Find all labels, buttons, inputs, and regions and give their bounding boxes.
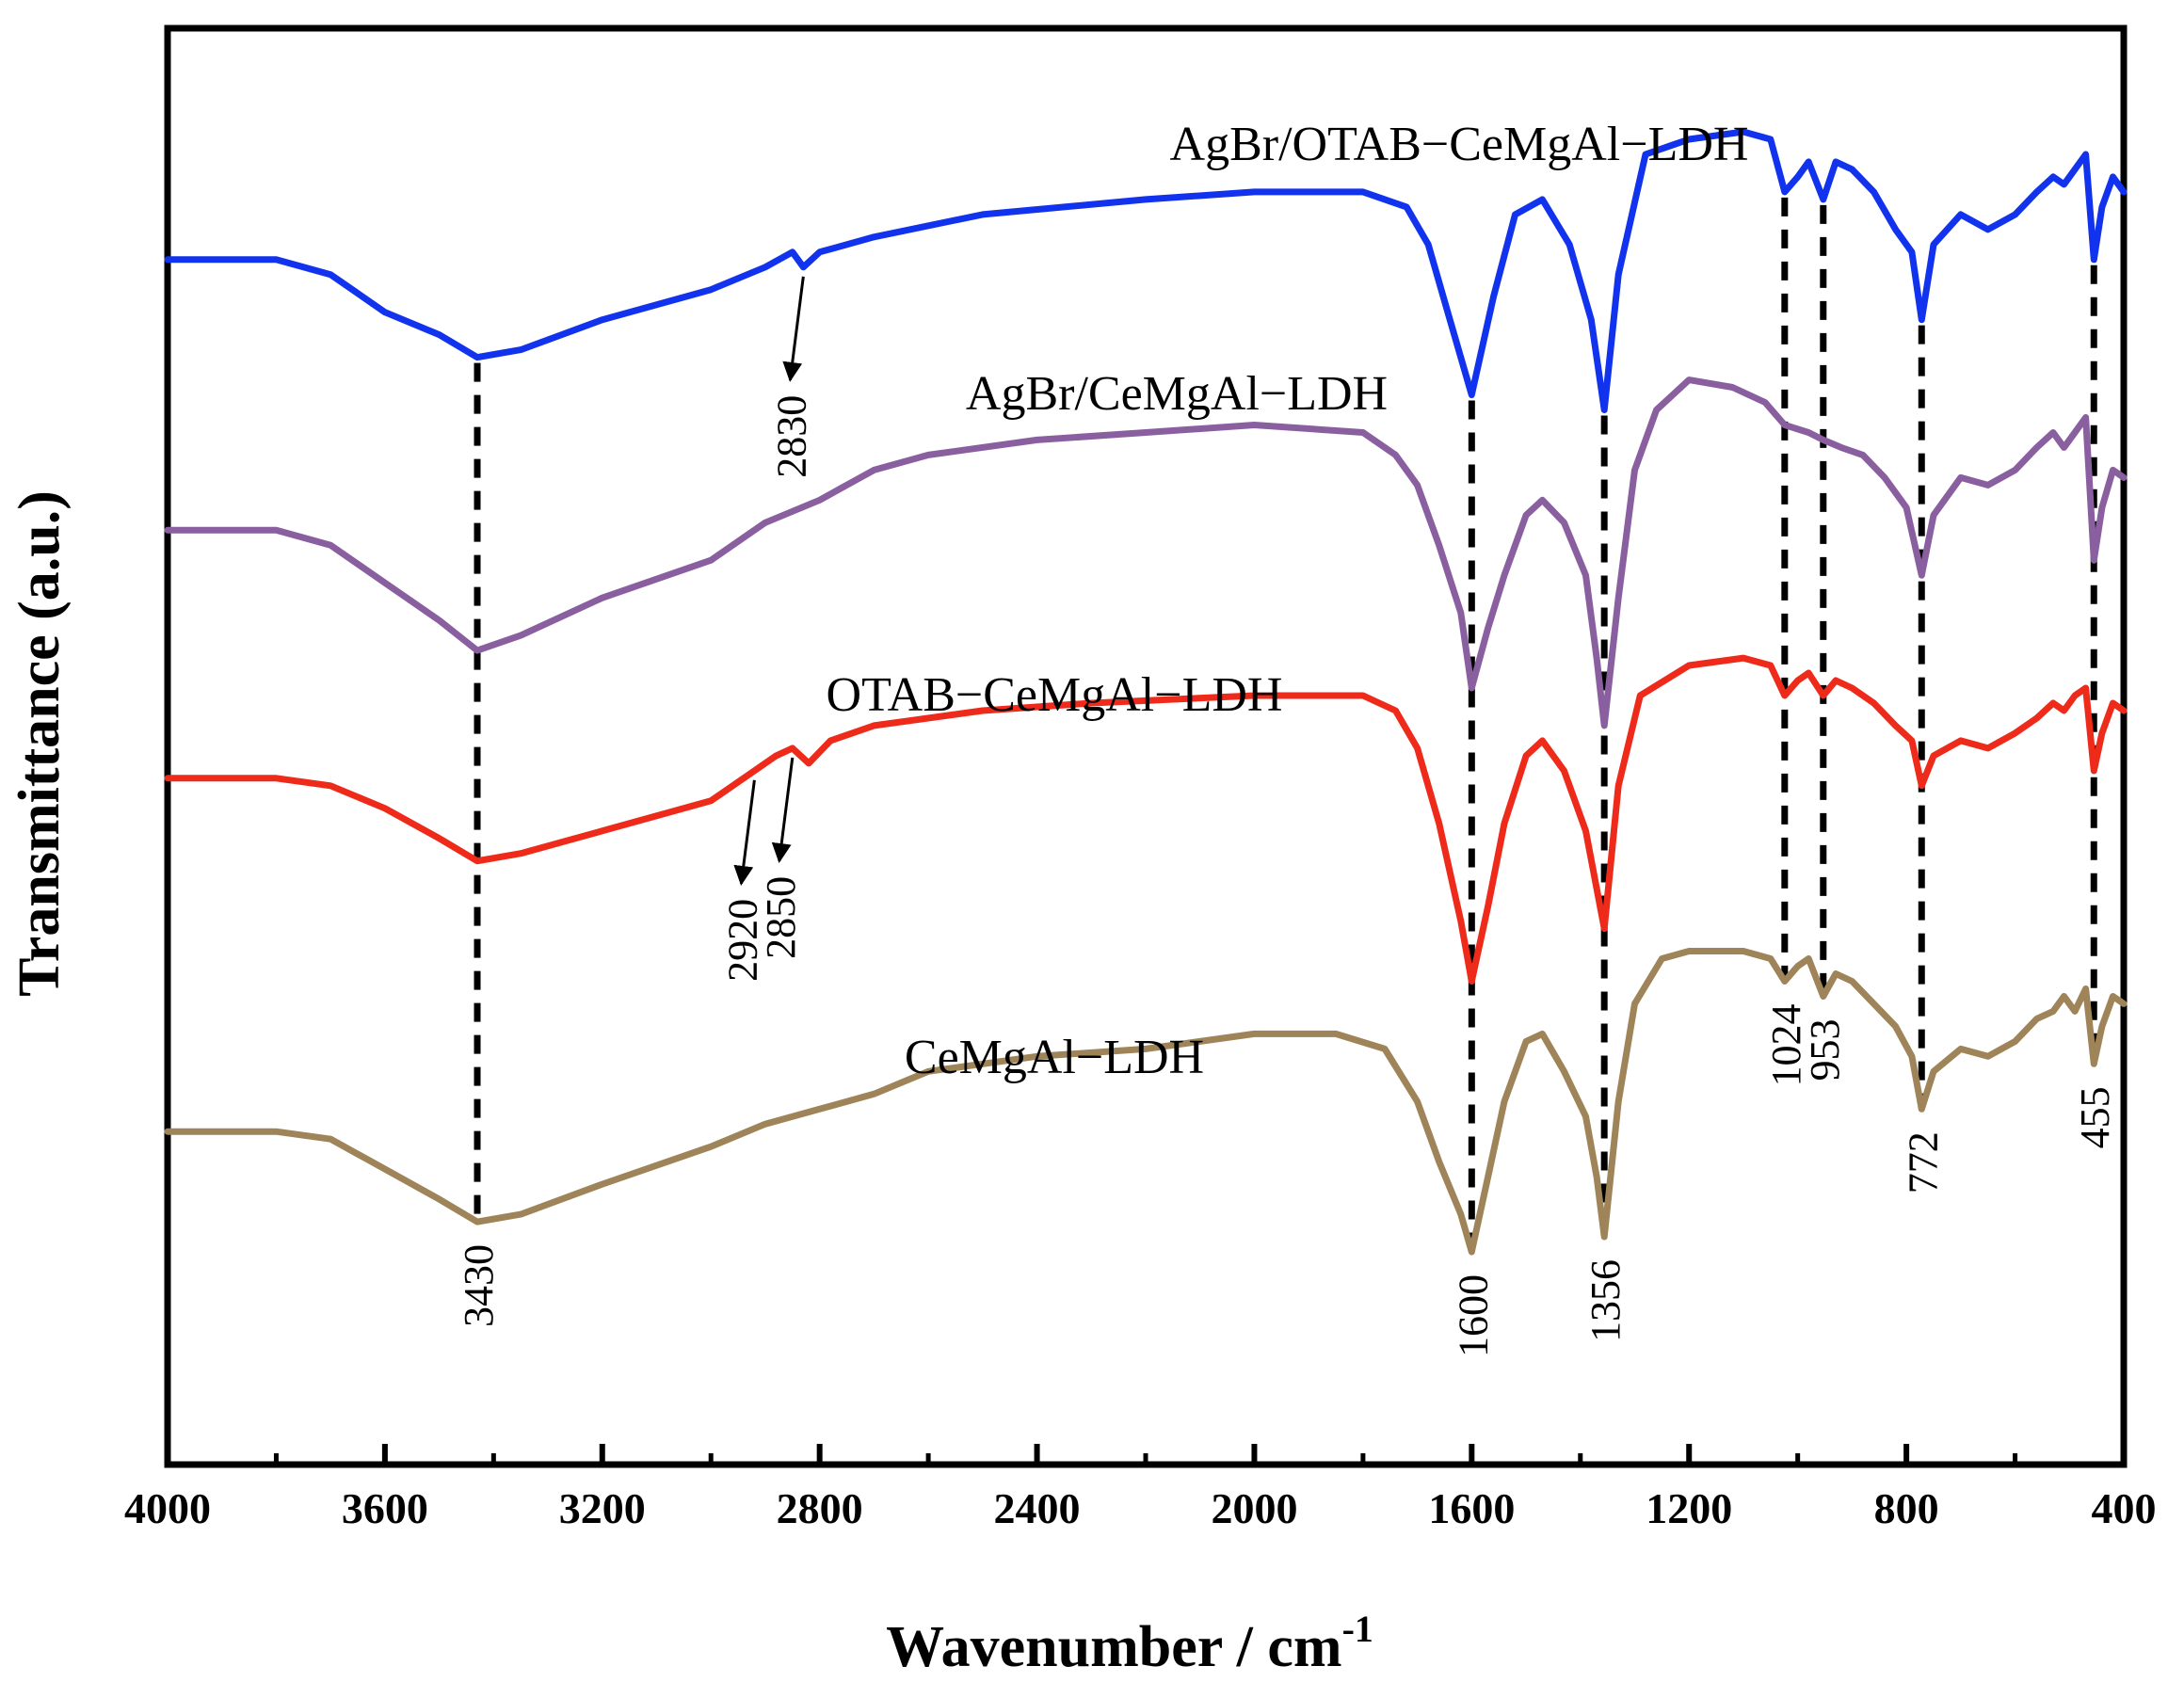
x-tick-label-1: 3600 xyxy=(342,1484,428,1532)
x-tick-label-5: 2000 xyxy=(1211,1484,1297,1532)
x-tick-label-0: 4000 xyxy=(124,1484,211,1532)
peak-label-4: 953 xyxy=(1802,1018,1848,1081)
x-tick-label-6: 1600 xyxy=(1428,1484,1515,1532)
annotation-arrow-0 xyxy=(782,276,805,382)
peak-label-3: 1024 xyxy=(1763,1003,1809,1086)
series-group xyxy=(164,128,2128,1256)
peak-label-5: 772 xyxy=(1900,1131,1946,1193)
x-tick-label-7: 1200 xyxy=(1646,1484,1732,1532)
series-line-1 xyxy=(164,376,2128,729)
x-tick-label-9: 400 xyxy=(2092,1484,2157,1532)
y-axis-title: Transmittance (a.u.) xyxy=(8,490,72,997)
x-tick-label-2: 3200 xyxy=(559,1484,646,1532)
annotation-label-2: 2850 xyxy=(758,876,804,959)
series-line-2 xyxy=(164,654,2128,985)
series-label-0: AgBr/OTAB−CeMgAl−LDH xyxy=(1170,118,1749,171)
peak-label-6: 455 xyxy=(2072,1086,2118,1148)
x-tick-label-4: 2400 xyxy=(994,1484,1081,1532)
x-tick-label-8: 800 xyxy=(1874,1484,1939,1532)
annotation-arrow-2 xyxy=(771,757,795,863)
series-line-3 xyxy=(164,948,2128,1256)
x-axis-title-main: Wavenumber / cm xyxy=(886,1615,1342,1679)
peak-lines xyxy=(474,197,2097,1252)
peak-label-0: 3430 xyxy=(456,1244,502,1327)
peak-label-2: 1356 xyxy=(1582,1259,1629,1342)
series-line-0 xyxy=(164,128,2128,413)
x-axis-title-superscript: -1 xyxy=(1342,1608,1373,1650)
x-axis-ticks: 4000 3600 3200 2800 2400 2000 1600 1200 800 400 xyxy=(124,1444,2157,1532)
annotation-label-0: 2830 xyxy=(768,395,814,478)
x-tick-label-3: 2800 xyxy=(777,1484,863,1532)
x-axis-title: Wavenumber / cm-1 xyxy=(886,1608,1373,1679)
annotation-arrow-1 xyxy=(733,779,756,886)
peak-label-1: 1600 xyxy=(1450,1274,1496,1357)
series-label-2: OTAB−CeMgAl−LDH xyxy=(827,668,1283,722)
annotation-label-1: 2920 xyxy=(719,899,765,982)
series-labels: AgBr/OTAB−CeMgAl−LDH AgBr/CeMgAl−LDH OTAB−… xyxy=(827,118,1749,1084)
series-label-3: CeMgAl−LDH xyxy=(905,1031,1204,1084)
series-label-1: AgBr/CeMgAl−LDH xyxy=(966,367,1388,421)
